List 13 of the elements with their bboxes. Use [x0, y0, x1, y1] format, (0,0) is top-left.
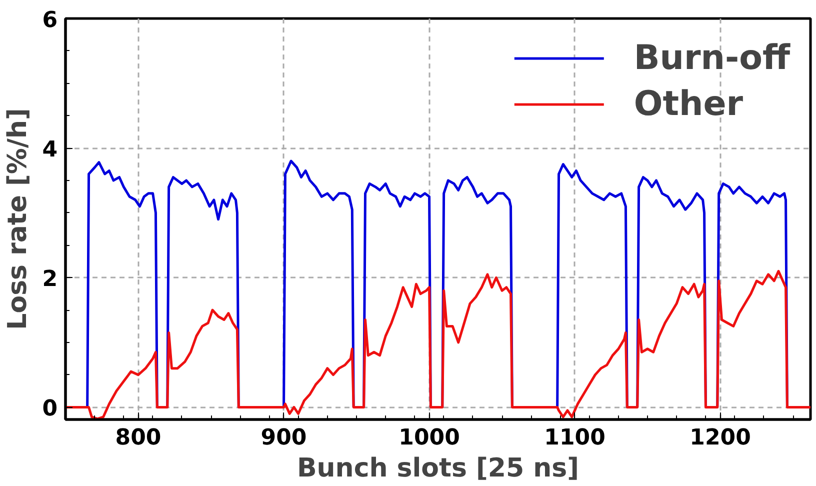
y-tick-label: 6: [42, 8, 58, 33]
legend-label: Other: [634, 84, 744, 124]
y-tick-label: 2: [42, 267, 58, 292]
x-tick-label: 1100: [544, 426, 606, 450]
x-tick-label: 1200: [690, 426, 751, 450]
y-tick-label: 0: [42, 396, 58, 422]
x-tick-label: 900: [260, 426, 307, 450]
x-tick-label: 800: [115, 426, 162, 450]
y-axis-title: Loss rate [%/h]: [3, 108, 34, 330]
y-tick-label: 4: [42, 138, 58, 163]
x-tick-label: 1000: [398, 426, 460, 450]
legend-label: Burn-off: [634, 38, 790, 78]
x-axis-title: Bunch slots [25 ns]: [297, 454, 580, 484]
